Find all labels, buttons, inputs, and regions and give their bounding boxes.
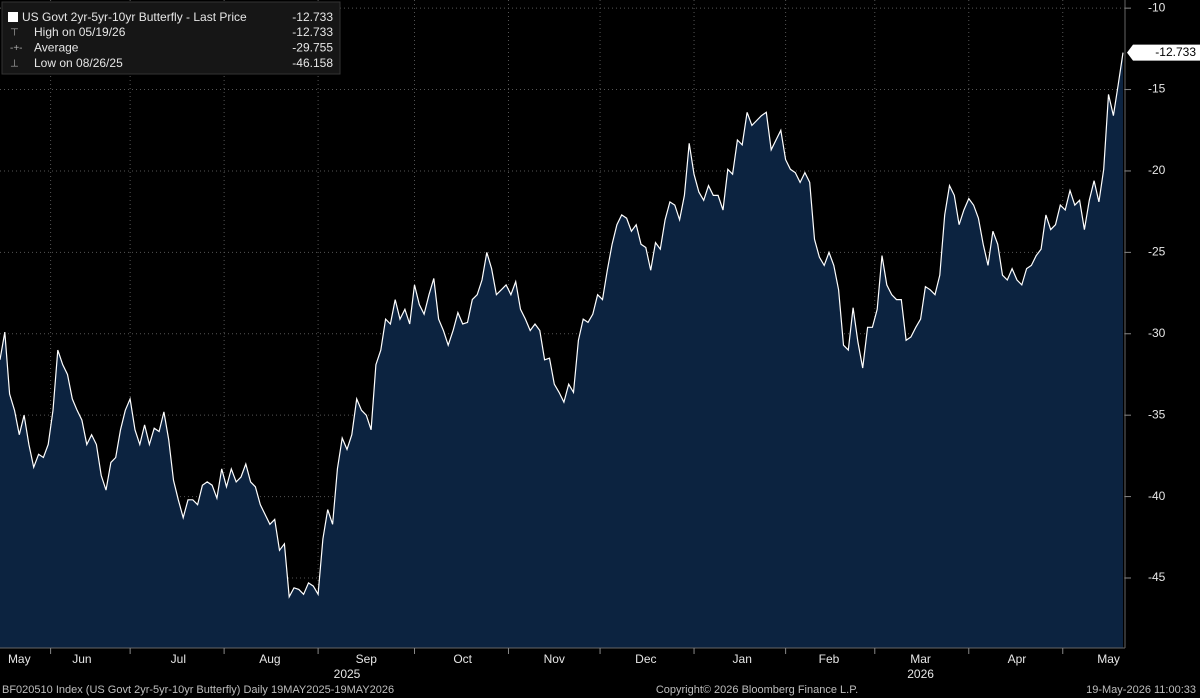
legend-last-value: -12.733 (292, 10, 333, 24)
legend-row-value: -12.733 (292, 25, 333, 39)
price-line (0, 52, 1124, 599)
x-tick-label: Aug (259, 652, 280, 666)
legend-series-name: US Govt 2yr-5yr-10yr Butterfly - Last Pr… (22, 10, 247, 24)
x-tick-label: Feb (819, 652, 840, 666)
footer-right: 19-May-2026 11:00:33 (1086, 684, 1196, 696)
y-tick-label: -35 (1148, 407, 1166, 421)
legend-row-icon: -+- (10, 43, 23, 54)
last-price-tag (1127, 44, 1200, 61)
legend-row-label: Average (34, 41, 79, 55)
x-tick-label: Oct (453, 652, 472, 666)
x-tick-label: May (1097, 652, 1120, 666)
footer-left: BF020510 Index (US Govt 2yr-5yr-10yr But… (2, 684, 394, 696)
legend-row-value: -46.158 (292, 56, 333, 70)
area-fill (0, 52, 1123, 649)
x-tick-label: May (8, 652, 31, 666)
x-tick-label: Mar (910, 652, 931, 666)
y-tick-label: -20 (1148, 163, 1166, 177)
y-tick-label: -15 (1148, 82, 1166, 96)
legend-swatch (8, 12, 18, 22)
last-price-label: -12.733 (1155, 45, 1196, 59)
legend-box (1, 1, 341, 75)
legend-row-label: High on 05/19/26 (34, 25, 126, 39)
x-tick-label: Apr (1008, 652, 1027, 666)
x-year-label: 2026 (907, 667, 934, 681)
x-tick-label: Sep (356, 652, 378, 666)
x-year-label: 2025 (334, 667, 361, 681)
x-tick-label: Jan (733, 652, 752, 666)
y-tick-label: -40 (1148, 489, 1166, 503)
x-tick-label: Nov (544, 652, 565, 666)
legend-row-icon: ⊥ (10, 59, 19, 70)
y-tick-label: -10 (1148, 0, 1166, 14)
y-tick-label: -30 (1148, 326, 1166, 340)
y-tick-label: -25 (1148, 245, 1166, 259)
y-tick-label: -45 (1148, 570, 1166, 584)
legend-row-label: Low on 08/26/25 (34, 56, 123, 70)
x-tick-label: Jul (171, 652, 186, 666)
legend-row-icon: ⊤ (10, 28, 19, 39)
x-tick-label: Dec (635, 652, 656, 666)
x-tick-label: Jun (72, 652, 91, 666)
legend-row-value: -29.755 (292, 41, 333, 55)
footer-center: Copyright© 2026 Bloomberg Finance L.P. (656, 684, 858, 696)
